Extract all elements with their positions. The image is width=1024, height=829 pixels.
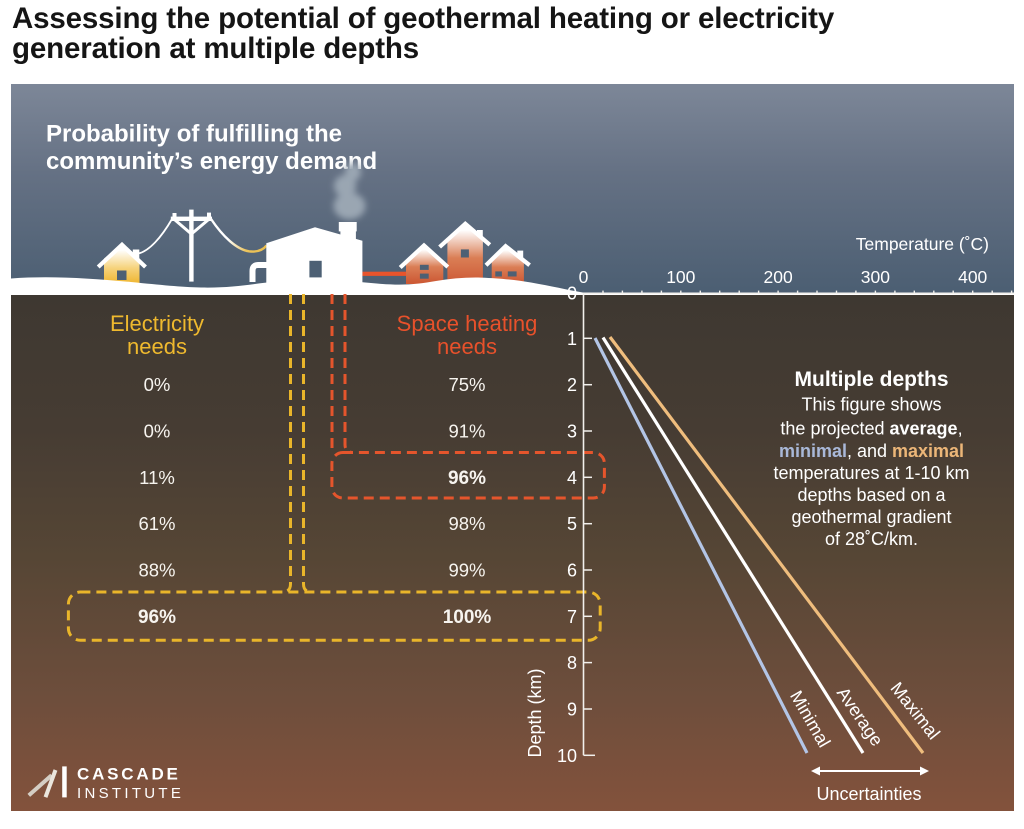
svg-text:community’s energy demand: community’s energy demand [46,148,377,175]
svg-text:Electricity: Electricity [110,311,204,336]
svg-text:Temperature (˚C): Temperature (˚C) [856,234,989,254]
svg-text:2: 2 [567,375,577,395]
svg-text:of 28˚C/km.: of 28˚C/km. [825,529,918,549]
svg-text:300: 300 [861,267,890,287]
svg-text:Space heating: Space heating [397,311,538,336]
svg-text:0%: 0% [144,374,171,395]
svg-text:400: 400 [958,267,987,287]
svg-text:geothermal gradient: geothermal gradient [791,507,951,527]
svg-text:depths based on a: depths based on a [797,485,946,505]
svg-text:Depth (km): Depth (km) [525,668,545,757]
svg-text:minimal, and maximal: minimal, and maximal [779,441,964,461]
svg-text:Multiple depths: Multiple depths [795,368,949,391]
svg-text:This figure shows: This figure shows [801,395,941,415]
svg-text:8: 8 [567,653,577,673]
svg-text:4: 4 [567,468,577,488]
svg-text:0: 0 [579,267,589,287]
svg-text:100: 100 [666,267,695,287]
svg-text:91%: 91% [448,421,485,442]
svg-text:CASCADE: CASCADE [77,765,181,784]
svg-text:11%: 11% [139,467,175,488]
svg-text:75%: 75% [448,374,485,395]
svg-text:temperatures at 1-10 km: temperatures at 1-10 km [773,463,969,483]
svg-text:200: 200 [763,267,792,287]
svg-text:needs: needs [437,334,497,359]
svg-text:61%: 61% [138,513,175,534]
svg-text:10: 10 [557,746,577,766]
svg-text:1: 1 [567,329,577,349]
svg-text:7: 7 [567,607,577,627]
svg-text:INSTITUTE: INSTITUTE [77,785,184,802]
svg-text:0: 0 [567,284,577,304]
svg-text:98%: 98% [448,513,485,534]
svg-text:96%: 96% [448,468,486,489]
svg-text:Uncertainties: Uncertainties [816,784,921,804]
svg-text:6: 6 [567,561,577,581]
svg-text:3: 3 [567,422,577,442]
svg-text:5: 5 [567,514,577,534]
svg-text:0%: 0% [144,421,171,442]
svg-text:96%: 96% [138,607,176,628]
svg-text:99%: 99% [448,560,485,581]
svg-text:needs: needs [127,334,187,359]
svg-text:9: 9 [567,700,577,720]
svg-text:88%: 88% [138,560,175,581]
svg-text:the projected average,: the projected average, [780,419,962,439]
svg-text:100%: 100% [443,607,492,628]
svg-text:Probability of fulfilling the: Probability of fulfilling the [46,121,342,148]
